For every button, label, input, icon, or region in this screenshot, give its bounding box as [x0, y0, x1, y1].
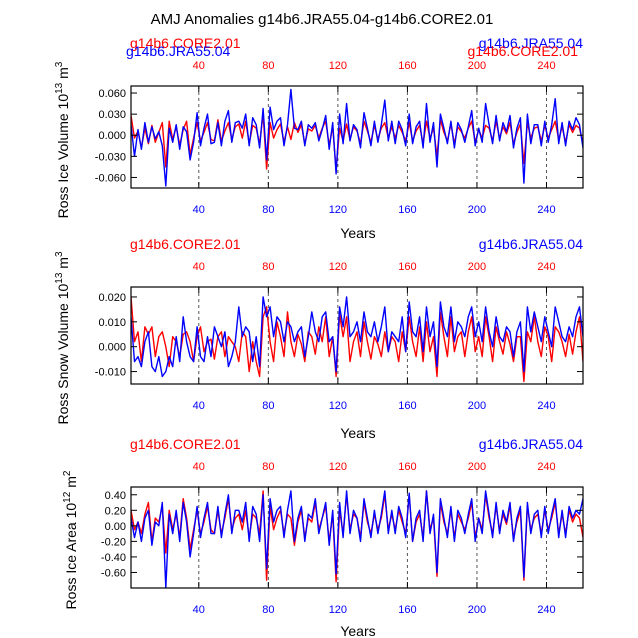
x-tick-label-bottom: 80 — [262, 400, 274, 412]
x-tick-label-bottom: 80 — [262, 604, 274, 616]
y-axis-label: Ross Snow Volume 1013 m3 — [54, 251, 71, 425]
x-tick-label-top: 40 — [193, 261, 205, 273]
y-axis-label-exp: 13 — [54, 82, 65, 94]
y-tick-label: 0.00 — [105, 521, 126, 533]
y-tick-label: 0.000 — [98, 130, 126, 142]
y-tick-label: 0.020 — [98, 292, 126, 304]
figure-title: AMJ Anomalies g14b6.JRA55.04-g14b6.CORE2… — [151, 11, 494, 28]
y-axis-label-exp: 12 — [62, 491, 73, 503]
x-tick-label-top: 240 — [537, 60, 555, 72]
x-tick-label-top: 160 — [398, 261, 416, 273]
x-tick-label-bottom: 200 — [468, 604, 486, 616]
x-tick-label-bottom: 80 — [262, 204, 274, 216]
x-axis-label: Years — [340, 225, 375, 241]
top-legend-core-label: g14b6.CORE2.01 — [130, 236, 241, 252]
panel-ross-snow-volume: g14b6.CORE2.01 g14b6.JRA55.04 Ross Snow … — [54, 236, 584, 441]
panel-ross-ice-area: g14b6.CORE2.01 g14b6.JRA55.04 Ross Ice A… — [62, 436, 584, 638]
plot-area: -0.010 0.000 0.010 0.020 40 40 80 80 120 120 160 16… — [95, 261, 584, 412]
x-axis-label: Years — [340, 425, 375, 441]
y-tick-label: -0.060 — [95, 172, 126, 184]
plot-frame — [130, 286, 584, 385]
x-tick-label-top: 160 — [398, 60, 416, 72]
top-legend-jra-label: g14b6.JRA55.04 — [479, 236, 584, 252]
x-tick-label-bottom: 40 — [193, 400, 205, 412]
x-tick-label-top: 200 — [468, 461, 486, 473]
series-line-jra55 — [131, 490, 583, 588]
y-tick-label: 0.060 — [98, 88, 126, 100]
y-tick-label: -0.40 — [101, 552, 126, 564]
y-tick-label: 0.030 — [98, 109, 126, 121]
y-tick-label: 0.010 — [98, 317, 126, 329]
plot-area: -0.60 -0.40 -0.20 0.00 0.20 0.40 40 40 80 80 120 12… — [101, 461, 584, 616]
y-axis-label-exp: 13 — [54, 272, 65, 284]
top-legend-jra-label: g14b6.JRA55.04 — [479, 436, 584, 452]
x-tick-label-bottom: 40 — [193, 204, 205, 216]
y-tick-label: -0.030 — [95, 151, 126, 163]
x-tick-label-top: 120 — [329, 461, 347, 473]
x-tick-label-bottom: 160 — [398, 204, 416, 216]
x-tick-label-bottom: 40 — [193, 604, 205, 616]
y-axis-label-unit-exp: 3 — [54, 61, 65, 67]
x-tick-label-top: 240 — [537, 461, 555, 473]
y-axis-label-base: Ross Snow Volume 10 — [55, 283, 71, 424]
x-tick-label-bottom: 200 — [468, 204, 486, 216]
panel-ross-ice-volume: g14b6.CORE2.01 g14b6.JRA55.04 g14b6.JRA5… — [54, 35, 584, 241]
x-tick-label-bottom: 120 — [329, 604, 347, 616]
top-legend-jra-label-right: g14b6.JRA55.04 — [479, 35, 584, 51]
x-tick-label-top: 240 — [537, 261, 555, 273]
top-legend-core-label: g14b6.CORE2.01 — [130, 35, 241, 51]
x-tick-label-top: 200 — [468, 261, 486, 273]
y-axis-label-base: Ross Ice Area 10 — [63, 503, 79, 610]
plot-frame — [130, 486, 584, 589]
y-axis-label-unit-exp: 2 — [62, 470, 73, 476]
x-tick-label-top: 80 — [262, 261, 274, 273]
top-legend-core-label: g14b6.CORE2.01 — [130, 436, 241, 452]
x-tick-label-top: 40 — [193, 60, 205, 72]
y-tick-label: 0.40 — [105, 490, 126, 502]
y-axis-label: Ross Ice Area 1012 m2 — [62, 470, 79, 609]
x-tick-label-bottom: 160 — [398, 604, 416, 616]
x-tick-label-bottom: 240 — [537, 204, 555, 216]
x-tick-label-top: 40 — [193, 461, 205, 473]
y-tick-label: 0.20 — [105, 505, 126, 517]
y-axis-label-unit-exp: 3 — [54, 251, 65, 257]
y-tick-label: -0.60 — [101, 567, 126, 579]
x-tick-label-top: 80 — [262, 461, 274, 473]
y-tick-label: -0.010 — [95, 367, 126, 379]
x-tick-label-top: 200 — [468, 60, 486, 72]
x-tick-label-bottom: 120 — [329, 204, 347, 216]
y-axis-label: Ross Ice Volume 1013 m3 — [54, 61, 71, 218]
y-axis-label-unit: m — [55, 67, 71, 83]
top-legend-core-label-right: g14b6.CORE2.01 — [467, 43, 578, 59]
x-tick-label-top: 120 — [329, 60, 347, 72]
x-tick-label-bottom: 200 — [468, 400, 486, 412]
x-tick-label-top: 160 — [398, 461, 416, 473]
x-tick-label-bottom: 160 — [398, 400, 416, 412]
y-tick-label: 0.000 — [98, 342, 126, 354]
x-tick-label-bottom: 120 — [329, 400, 347, 412]
y-axis-label-unit: m — [63, 476, 79, 492]
series-line-jra55 — [131, 296, 583, 378]
x-tick-label-bottom: 240 — [537, 400, 555, 412]
y-axis-label-base: Ross Ice Volume 10 — [55, 94, 71, 219]
x-tick-label-top: 80 — [262, 60, 274, 72]
x-tick-label-bottom: 240 — [537, 604, 555, 616]
plot-area: -0.060 -0.030 0.000 0.030 0.060 40 40 80 80 120 12… — [95, 60, 584, 216]
top-legend-jra-label: g14b6.JRA55.04 — [126, 43, 231, 59]
y-tick-label: -0.20 — [101, 536, 126, 548]
y-axis-label-unit: m — [55, 257, 71, 273]
x-tick-label-top: 120 — [329, 261, 347, 273]
series-line-jra55 — [131, 88, 583, 187]
plot-frame — [130, 85, 584, 189]
x-axis-label: Years — [340, 623, 375, 638]
